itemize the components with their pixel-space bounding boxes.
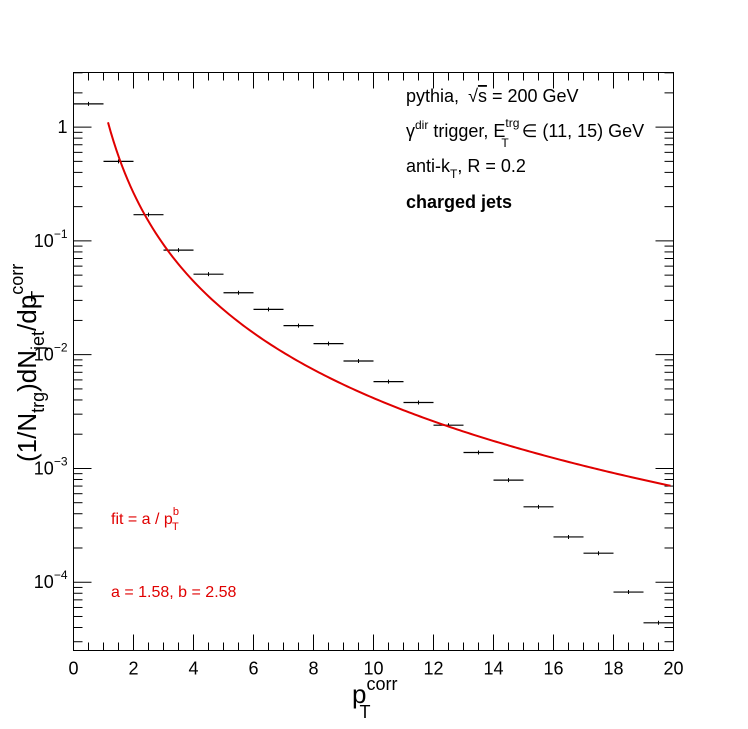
y-tick-labels: 1 10−1 10−2 10−3 10−4 — [34, 117, 68, 592]
legend-line-2: γdir trigger, Etrg T ∈ (11, 15) GeV — [406, 116, 644, 150]
x-axis-label: pcorr T — [352, 674, 397, 722]
y-tick-label: 10−3 — [34, 454, 68, 478]
legend-line-4: charged jets — [406, 192, 512, 212]
x-tick-label: 0 — [68, 659, 78, 679]
y-tick-label: 1 — [57, 117, 67, 137]
x-tick-label: 4 — [188, 659, 198, 679]
x-tick-label: 18 — [603, 659, 623, 679]
fit-curve — [107, 122, 671, 487]
y-tick-label: 10−4 — [34, 568, 68, 592]
x-tick-label: 8 — [308, 659, 318, 679]
legend-line-3: anti-kT, R = 0.2 — [406, 156, 526, 181]
x-tick-label: 16 — [543, 659, 563, 679]
y-tick-label: 10−2 — [34, 341, 68, 365]
x-tick-label: 20 — [663, 659, 683, 679]
x-tick-label: 2 — [128, 659, 138, 679]
legend-line-1: pythia, √s = 200 GeV — [406, 86, 579, 106]
axis-ticks — [73, 72, 674, 651]
data-points — [73, 101, 674, 625]
fit-parameters: a = 1.58, b = 2.58 — [111, 584, 237, 601]
y-tick-label: 10−1 — [34, 227, 68, 251]
x-tick-label: 14 — [483, 659, 503, 679]
y-axis-label: (1/Ntrg)dNjet/dpcorrT — [7, 264, 48, 462]
x-tick-label: 10 — [363, 659, 383, 679]
fit-formula: fit = a / pb T — [111, 506, 179, 533]
x-tick-labels: 0 2 4 6 8 10 12 14 16 18 20 — [68, 659, 683, 679]
x-tick-label: 12 — [423, 659, 443, 679]
x-tick-label: 6 — [248, 659, 258, 679]
